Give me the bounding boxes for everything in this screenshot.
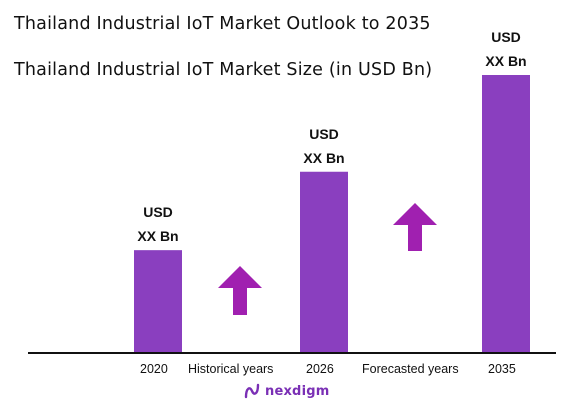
x-tick-label-2020: 2020	[140, 362, 168, 376]
growth-arrow-forecast	[393, 203, 437, 251]
bar-2035	[482, 75, 530, 352]
period-label-historical: Historical years	[188, 362, 274, 376]
bar-value-label-2035-1: USD	[491, 29, 521, 45]
x-tick-label-2035: 2035	[488, 362, 516, 376]
bar-value-label-2026-1: USD	[309, 125, 339, 142]
logo-text: nexdigm	[265, 383, 330, 399]
nexdigm-logo: nexdigm	[243, 380, 329, 402]
x-tick-label-2026: 2026	[306, 362, 334, 376]
period-label-forecasted: Forecasted years	[362, 362, 459, 376]
bar-value-label-2020-1: USD	[143, 204, 173, 221]
chart-subtitle: Thailand Industrial IoT Market Size (in …	[14, 60, 433, 80]
bar-value-label-2035-2: XX Bn	[485, 53, 527, 69]
bar-2020	[134, 250, 182, 352]
chart-title: Thailand Industrial IoT Market Outlook t…	[14, 14, 431, 34]
bar-2026	[300, 171, 348, 352]
growth-arrow-historical	[218, 266, 262, 315]
nexdigm-logo-icon	[244, 383, 260, 399]
bar-value-label-2020-2: XX Bn	[137, 228, 179, 245]
bar-value-label-2026-2: XX Bn	[303, 149, 345, 166]
